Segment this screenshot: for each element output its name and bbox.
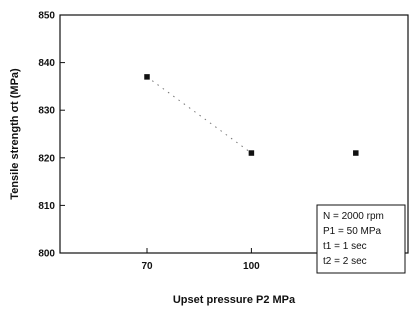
- y-tick-label: 800: [38, 249, 55, 260]
- plot-frame: [59, 14, 409, 254]
- legend-line-t2: t2 = 2 sec: [323, 256, 367, 267]
- y-tick-label: 840: [38, 58, 55, 69]
- y-axis-label: Tensile strength σt (MPa): [9, 68, 21, 200]
- legend-box: N = 2000 rpm P1 = 50 MPa t1 = 1 sec t2 =…: [316, 204, 406, 274]
- y-tick-label: 820: [38, 153, 55, 164]
- x-tick-label: 70: [141, 261, 153, 272]
- data-point: [248, 150, 255, 156]
- trend-segment: [146, 76, 252, 154]
- data-point: [353, 150, 359, 156]
- legend-line-rpm: N = 2000 rpm: [323, 211, 384, 222]
- legend-line-p1: P1 = 50 MPa: [323, 226, 382, 237]
- y-tick-label: 830: [38, 106, 55, 117]
- y-axis: 800 810 820 830 840 850: [38, 11, 65, 260]
- y-tick-label: 810: [38, 201, 55, 212]
- data-points: [144, 74, 359, 156]
- data-point: [144, 74, 150, 80]
- x-tick-label: 100: [243, 261, 260, 272]
- x-axis-label: Upset pressure P2 MPa: [173, 294, 296, 306]
- trend-line: [146, 76, 252, 154]
- legend-frame: [316, 204, 406, 274]
- y-tick-label: 850: [38, 11, 55, 22]
- legend-line-t1: t1 = 1 sec: [323, 241, 367, 252]
